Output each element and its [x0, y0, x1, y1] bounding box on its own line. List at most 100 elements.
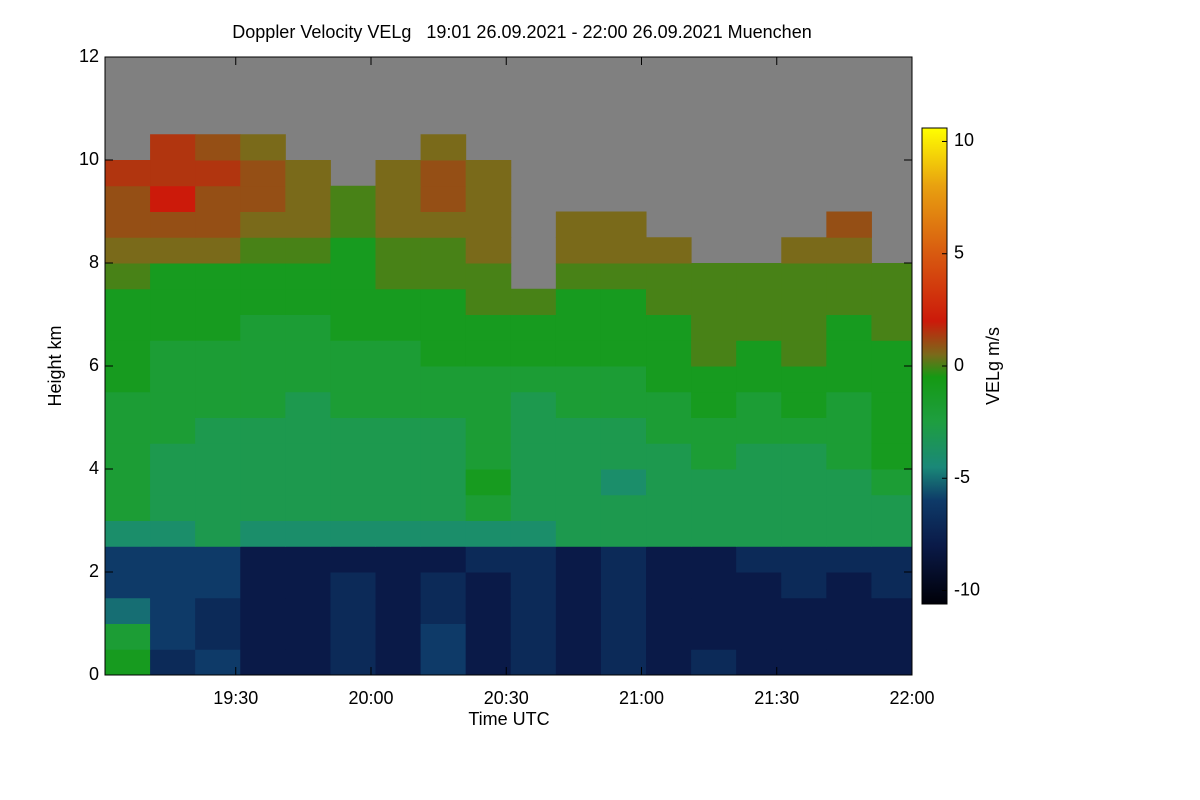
heat-cell: [465, 494, 512, 521]
heat-cell: [600, 623, 647, 650]
colorbar-tick-label: -10: [954, 579, 980, 599]
heat-cell: [826, 546, 872, 573]
heat-cell: [600, 263, 647, 290]
heat-cell: [871, 572, 912, 599]
heat-cell: [555, 263, 602, 290]
heat-cell: [330, 391, 377, 418]
heat-cell: [781, 263, 827, 290]
heat-cell: [285, 546, 331, 573]
heat-cell: [781, 366, 827, 393]
heat-cell: [646, 546, 692, 573]
heat-cell: [465, 340, 512, 367]
heat-cell: [871, 520, 912, 547]
heat-cell: [871, 340, 912, 367]
heat-cell: [330, 185, 377, 212]
heat-cell: [736, 288, 782, 315]
heat-cell: [600, 288, 647, 315]
heat-cell: [781, 623, 827, 650]
heat-cell: [375, 623, 422, 650]
heat-cell: [600, 649, 647, 675]
heat-cell: [105, 494, 151, 521]
heat-cell: [375, 546, 422, 573]
heat-cell: [375, 263, 422, 290]
heat-cell: [330, 494, 377, 521]
heat-cell: [375, 237, 422, 264]
heat-cell: [646, 623, 692, 650]
heat-cell: [150, 597, 196, 624]
heat-cell: [555, 288, 602, 315]
heat-cell: [285, 263, 331, 290]
heat-cell: [600, 546, 647, 573]
heat-cell: [871, 391, 912, 418]
heat-cell: [195, 366, 241, 393]
heat-cell: [150, 391, 196, 418]
heat-cell: [510, 494, 557, 521]
heat-cell: [736, 649, 782, 675]
heat-cell: [781, 494, 827, 521]
heat-cell: [826, 469, 872, 496]
heat-cell: [781, 520, 827, 547]
heat-cell: [646, 469, 692, 496]
heat-cell: [600, 443, 647, 470]
x-tick-label: 21:00: [619, 688, 664, 708]
heat-cell: [871, 288, 912, 315]
heat-cell: [736, 443, 782, 470]
y-tick-label: 2: [89, 561, 99, 581]
heat-cell: [510, 340, 557, 367]
heat-cell: [646, 314, 692, 341]
colorbar-tick-label: 0: [954, 355, 964, 375]
heat-cell: [105, 366, 151, 393]
heat-cell: [691, 623, 737, 650]
heat-cell: [826, 391, 872, 418]
heat-cell: [555, 546, 602, 573]
heat-cell: [195, 623, 241, 650]
heat-cell: [465, 572, 512, 599]
heat-cell: [826, 623, 872, 650]
heat-cell: [736, 520, 782, 547]
heat-cell: [375, 417, 422, 444]
heat-cell: [150, 134, 196, 161]
heat-cell: [510, 469, 557, 496]
heat-cell: [285, 314, 331, 341]
heat-cell: [600, 417, 647, 444]
y-axis-label: Height km: [45, 325, 65, 406]
axes: 19:30 20:00 20:30 21:00 21:30 22:00 0 2 4 6 8 10 12: [79, 46, 935, 708]
heat-cell: [285, 443, 331, 470]
heat-cell: [646, 391, 692, 418]
heat-cell: [420, 623, 467, 650]
heat-cell: [555, 469, 602, 496]
heat-cell: [736, 340, 782, 367]
heat-cell: [465, 597, 512, 624]
y-tick-label: 10: [79, 149, 99, 169]
heat-cell: [555, 314, 602, 341]
heat-cell: [420, 597, 467, 624]
heat-cell: [240, 366, 286, 393]
heat-cell: [330, 572, 377, 599]
heat-cell: [105, 288, 151, 315]
heat-cell: [691, 340, 737, 367]
heat-cell: [375, 314, 422, 341]
heat-cell: [330, 211, 377, 238]
heat-cell: [195, 546, 241, 573]
heat-cell: [871, 469, 912, 496]
heat-cell: [105, 340, 151, 367]
heat-cell: [195, 160, 241, 187]
heat-cell: [195, 288, 241, 315]
heat-cell: [240, 469, 286, 496]
plot-area: [105, 57, 912, 675]
heat-cell: [646, 263, 692, 290]
heat-cell: [871, 597, 912, 624]
heat-cell: [105, 546, 151, 573]
heat-cell: [240, 417, 286, 444]
heat-cell: [555, 391, 602, 418]
heat-cell: [510, 623, 557, 650]
heat-cell: [691, 469, 737, 496]
heat-cell: [420, 443, 467, 470]
heat-cell: [285, 211, 331, 238]
heat-cell: [646, 288, 692, 315]
heat-cell: [330, 366, 377, 393]
y-tick-label: 12: [79, 46, 99, 66]
heat-cell: [150, 469, 196, 496]
heat-cell: [105, 623, 151, 650]
x-tick-label: 20:00: [348, 688, 393, 708]
